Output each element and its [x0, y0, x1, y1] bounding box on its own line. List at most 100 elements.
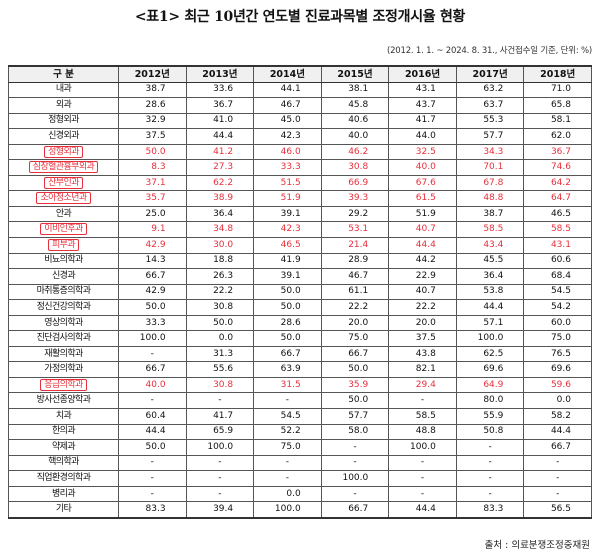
table-cell: -	[253, 454, 322, 472]
table-row: 방사선종양학과 - - -50.0-80.0 0.0	[8, 392, 592, 410]
column-header: 2015년	[320, 64, 390, 83]
table-cell: 32.5	[388, 143, 457, 161]
table-cell: 50.0	[118, 143, 187, 161]
row-label-text: 재활의학과	[44, 348, 83, 359]
table-cell: -	[388, 454, 457, 472]
table-subtitle: (2012. 1. 1. ~ 2024. 8. 31., 사건접수일 기준, 단…	[386, 46, 592, 56]
table-cell: 61.1	[320, 283, 390, 301]
table-row: 약제과 50.0 100.0 75.0-100.0-66.7	[8, 439, 592, 456]
row-label-text: 성형외과	[44, 145, 83, 158]
row-label: 치과	[8, 408, 119, 425]
table-cell: 58.0	[320, 423, 390, 441]
table-cell: 60.6	[523, 252, 592, 270]
table-cell: 75.0	[523, 330, 592, 347]
table-cell: 37.5	[118, 128, 187, 145]
table-cell: 45.5	[455, 252, 525, 270]
table-cell: -	[455, 454, 525, 472]
table-cell: 59.6	[523, 376, 592, 394]
table-cell: 28.6	[253, 314, 322, 332]
table-cell: 22.2	[185, 283, 255, 301]
table-cell: 82.1	[388, 361, 457, 378]
table-cell: 58.2	[523, 408, 592, 425]
table-cell: -	[185, 454, 255, 472]
table-cell: 63.2	[455, 81, 525, 99]
table-cell: 36.7	[523, 143, 592, 161]
table-cell: 55.9	[455, 408, 525, 425]
table-cell: 37.5	[388, 330, 457, 347]
table-cell: 29.2	[320, 205, 390, 223]
row-label: 외과	[8, 97, 119, 114]
table-cell: 62.2	[185, 174, 255, 192]
table-cell: -	[185, 392, 255, 410]
table-cell: 58.1	[523, 112, 592, 130]
table-cell: 28.6	[118, 97, 187, 114]
table-cell: 57.7	[320, 408, 390, 425]
row-label-text: 가정의학과	[44, 364, 83, 375]
table-cell: 33.3	[253, 159, 322, 176]
table-cell: 45.8	[320, 97, 390, 114]
table-cell: 50.0	[118, 439, 187, 456]
table-row: 정형외과 32.9 41.0 45.0 40.6 41.7 55.3 58.1	[8, 112, 592, 130]
table-cell: 100.0	[253, 501, 322, 519]
table-cell: -	[320, 454, 390, 472]
table-cell: 60.4	[118, 408, 187, 425]
table-cell: 32.9	[118, 112, 187, 130]
table-cell: 57.1	[455, 314, 525, 332]
table-cell: 29.4	[388, 376, 457, 394]
table-cell: -	[388, 485, 457, 503]
table-cell: 54.5	[253, 408, 322, 425]
row-label: 한의과	[8, 423, 119, 441]
row-label: 가정의학과	[8, 361, 119, 378]
table-cell: 20.0	[320, 314, 390, 332]
row-label: 내과	[8, 81, 119, 99]
row-label-text: 진단검사의학과	[36, 333, 91, 344]
table-cell: 40.0	[320, 128, 390, 145]
table-cell: 44.4	[455, 299, 525, 316]
table-cell: -	[118, 470, 187, 487]
table-cell: 50.0	[320, 361, 390, 378]
table-row: 이비인후과 9.1 34.8 42.3 53.1 40.7 58.5 58.5	[8, 221, 592, 239]
table-cell: 30.8	[320, 159, 390, 176]
table-cell: 38.7	[455, 205, 525, 223]
table-cell: 63.9	[253, 361, 322, 378]
header-row: 구 분 2012년 2013년 2014년 2015년 2016년 2017년 …	[8, 64, 592, 83]
row-label: 피부과	[8, 237, 119, 254]
table-cell: 39.1	[253, 268, 322, 285]
row-label-text: 직업환경의학과	[36, 472, 91, 483]
table-cell: 36.4	[185, 205, 255, 223]
table-cell: 75.0	[320, 330, 390, 347]
table-cell: 36.4	[455, 268, 525, 285]
table-cell: 56.5	[523, 501, 592, 519]
table-cell: 42.9	[118, 237, 187, 254]
table-cell: 43.7	[388, 97, 457, 114]
table-cell: 44.4	[523, 423, 592, 441]
row-label-text: 정형외과	[48, 115, 79, 126]
row-label-text: 핵의학과	[48, 457, 79, 468]
column-header: 구 분	[8, 64, 119, 83]
row-label-text: 치과	[55, 410, 72, 421]
row-label-text: 정신건강의학과	[36, 301, 91, 312]
row-label-text: 소아청소년과	[36, 192, 91, 205]
table-cell: 66.7	[118, 268, 187, 285]
row-label: 정형외과	[8, 112, 119, 130]
table-cell: 67.6	[388, 174, 457, 192]
table-cell: 55.6	[185, 361, 255, 378]
table-cell: 44.4	[118, 423, 187, 441]
table-body: 내과 38.7 33.6 44.1 38.1 43.1 63.2 71.0 외과 28.6 36.7…	[8, 81, 592, 519]
table-row: 재활의학과 -31.3 66.7 66.7 43.8 62.5 76.5	[8, 345, 592, 363]
row-label: 심장혈관흉부외과	[8, 159, 119, 176]
table-cell: 66.9	[320, 174, 390, 192]
table-cell: -	[523, 454, 592, 472]
table-cell: 48.8	[388, 423, 457, 441]
table-cell: 39.4	[185, 501, 255, 519]
table-cell: 60.0	[523, 314, 592, 332]
table-cell: 38.7	[118, 81, 187, 99]
row-label-text: 내과	[55, 84, 72, 95]
table-cell: -	[523, 470, 592, 487]
table-row: 성형외과 50.0 41.2 46.0 46.2 32.5 34.3 36.7	[8, 143, 592, 161]
table-row: 병리과 - -0.0- - - -	[8, 485, 592, 503]
table-row: 핵의학과 - - - - - - -	[8, 454, 592, 472]
table-cell: 34.8	[185, 221, 255, 239]
row-label-text: 한의과	[51, 426, 76, 437]
table-cell: 42.9	[118, 283, 187, 301]
